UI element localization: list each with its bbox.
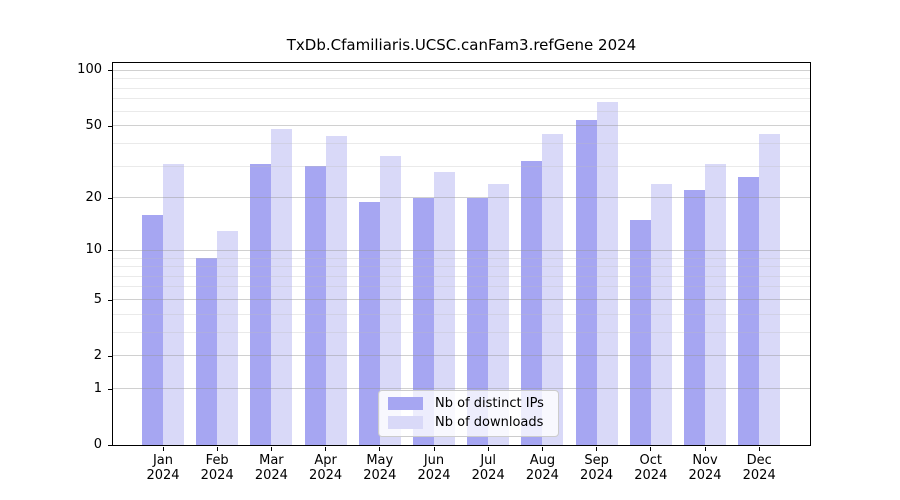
y-tick-label-10: 10	[85, 242, 102, 258]
bar-distinct-ips-nov-2024	[684, 190, 705, 445]
x-tick-label-aug: Aug 2024	[525, 453, 559, 483]
bar-distinct-ips-mar-2024	[250, 163, 272, 445]
x-tick-mark-8	[541, 447, 543, 451]
x-tick-label-dec: Dec 2024	[742, 453, 776, 483]
legend-item-distinct-ips: Nb of distinct IPs	[388, 396, 544, 411]
bar-downloads-nov-2024	[705, 163, 726, 445]
legend-label-distinct-ips: Nb of distinct IPs	[435, 396, 544, 411]
x-tick-label-feb: Feb 2024	[200, 453, 234, 483]
bar-distinct-ips-apr-2024	[304, 166, 326, 445]
x-axis: Jan 2024 Feb 2024 Mar 2024 Apr 2024 May 2024 Jun 20…	[113, 447, 810, 497]
legend-swatch-downloads	[388, 416, 423, 429]
bar-distinct-ips-jul-2024	[467, 197, 489, 445]
x-tick-mark-6	[433, 447, 435, 451]
legend: Nb of distinct IPs Nb of downloads	[378, 390, 559, 437]
x-tick-mark-5	[379, 447, 381, 451]
x-tick-mark-12	[758, 447, 760, 451]
bar-distinct-ips-aug-2024	[521, 161, 543, 445]
y-tick-label-5: 5	[93, 291, 102, 307]
bar-downloads-jul-2024	[488, 183, 510, 445]
x-tick-label-mar: Mar 2024	[254, 453, 288, 483]
y-tick-mark-50	[108, 125, 112, 127]
x-tick-mark-4	[325, 447, 327, 451]
y-tick-label-20: 20	[85, 189, 102, 205]
bar-distinct-ips-oct-2024	[629, 219, 651, 445]
x-tick-mark-2	[216, 447, 218, 451]
plot-area: Nb of distinct IPs Nb of downloads	[112, 62, 811, 446]
bar-distinct-ips-jun-2024	[413, 197, 434, 445]
legend-label-downloads: Nb of downloads	[435, 415, 544, 430]
bar-downloads-sep-2024	[596, 102, 618, 445]
legend-swatch-distinct-ips	[388, 397, 423, 410]
y-tick-mark-2	[108, 355, 112, 357]
y-tick-mark-1	[108, 388, 112, 390]
legend-item-downloads: Nb of downloads	[388, 415, 544, 430]
x-tick-mark-3	[270, 447, 272, 451]
x-tick-mark-7	[487, 447, 489, 451]
x-tick-label-sep: Sep 2024	[580, 453, 614, 483]
bar-distinct-ips-may-2024	[358, 201, 380, 445]
bar-downloads-feb-2024	[217, 230, 239, 445]
x-tick-label-nov: Nov 2024	[688, 453, 722, 483]
bars-layer	[113, 63, 810, 445]
bar-downloads-oct-2024	[650, 183, 672, 445]
bar-downloads-apr-2024	[325, 135, 347, 445]
bar-downloads-aug-2024	[542, 134, 564, 445]
bar-downloads-dec-2024	[759, 134, 781, 445]
x-tick-label-jun: Jun 2024	[417, 453, 451, 483]
y-tick-mark-0	[108, 445, 112, 446]
bar-distinct-ips-feb-2024	[196, 258, 218, 445]
x-tick-mark-1	[162, 447, 164, 451]
bar-downloads-mar-2024	[271, 128, 293, 445]
bar-downloads-jun-2024	[434, 171, 455, 445]
y-tick-label-100: 100	[77, 62, 102, 78]
bar-distinct-ips-jan-2024	[142, 214, 163, 445]
x-tick-mark-11	[704, 447, 706, 451]
x-tick-label-jul: Jul 2024	[471, 453, 505, 483]
x-tick-label-may: May 2024	[363, 453, 397, 483]
bar-distinct-ips-dec-2024	[738, 177, 760, 445]
y-tick-mark-5	[108, 299, 112, 301]
y-tick-label-50: 50	[85, 117, 102, 133]
y-tick-mark-100	[108, 70, 112, 72]
x-tick-label-jan: Jan 2024	[146, 453, 180, 483]
y-tick-mark-20	[108, 197, 112, 199]
x-tick-mark-10	[650, 447, 652, 451]
y-tick-label-2: 2	[93, 347, 102, 363]
bar-distinct-ips-sep-2024	[575, 119, 597, 445]
y-tick-label-0: 0	[93, 437, 102, 452]
y-tick-label-1: 1	[93, 380, 102, 396]
x-tick-label-oct: Oct 2024	[634, 453, 668, 483]
bar-downloads-jan-2024	[163, 163, 184, 445]
x-tick-label-apr: Apr 2024	[309, 453, 343, 483]
y-axis: 0 1 2 5 10 20 50 100	[0, 62, 112, 452]
chart-title: TxDb.Cfamiliaris.UCSC.canFam3.refGene 20…	[286, 36, 637, 54]
bar-downloads-may-2024	[379, 156, 401, 445]
x-tick-mark-9	[596, 447, 598, 451]
y-tick-mark-10	[108, 250, 112, 252]
